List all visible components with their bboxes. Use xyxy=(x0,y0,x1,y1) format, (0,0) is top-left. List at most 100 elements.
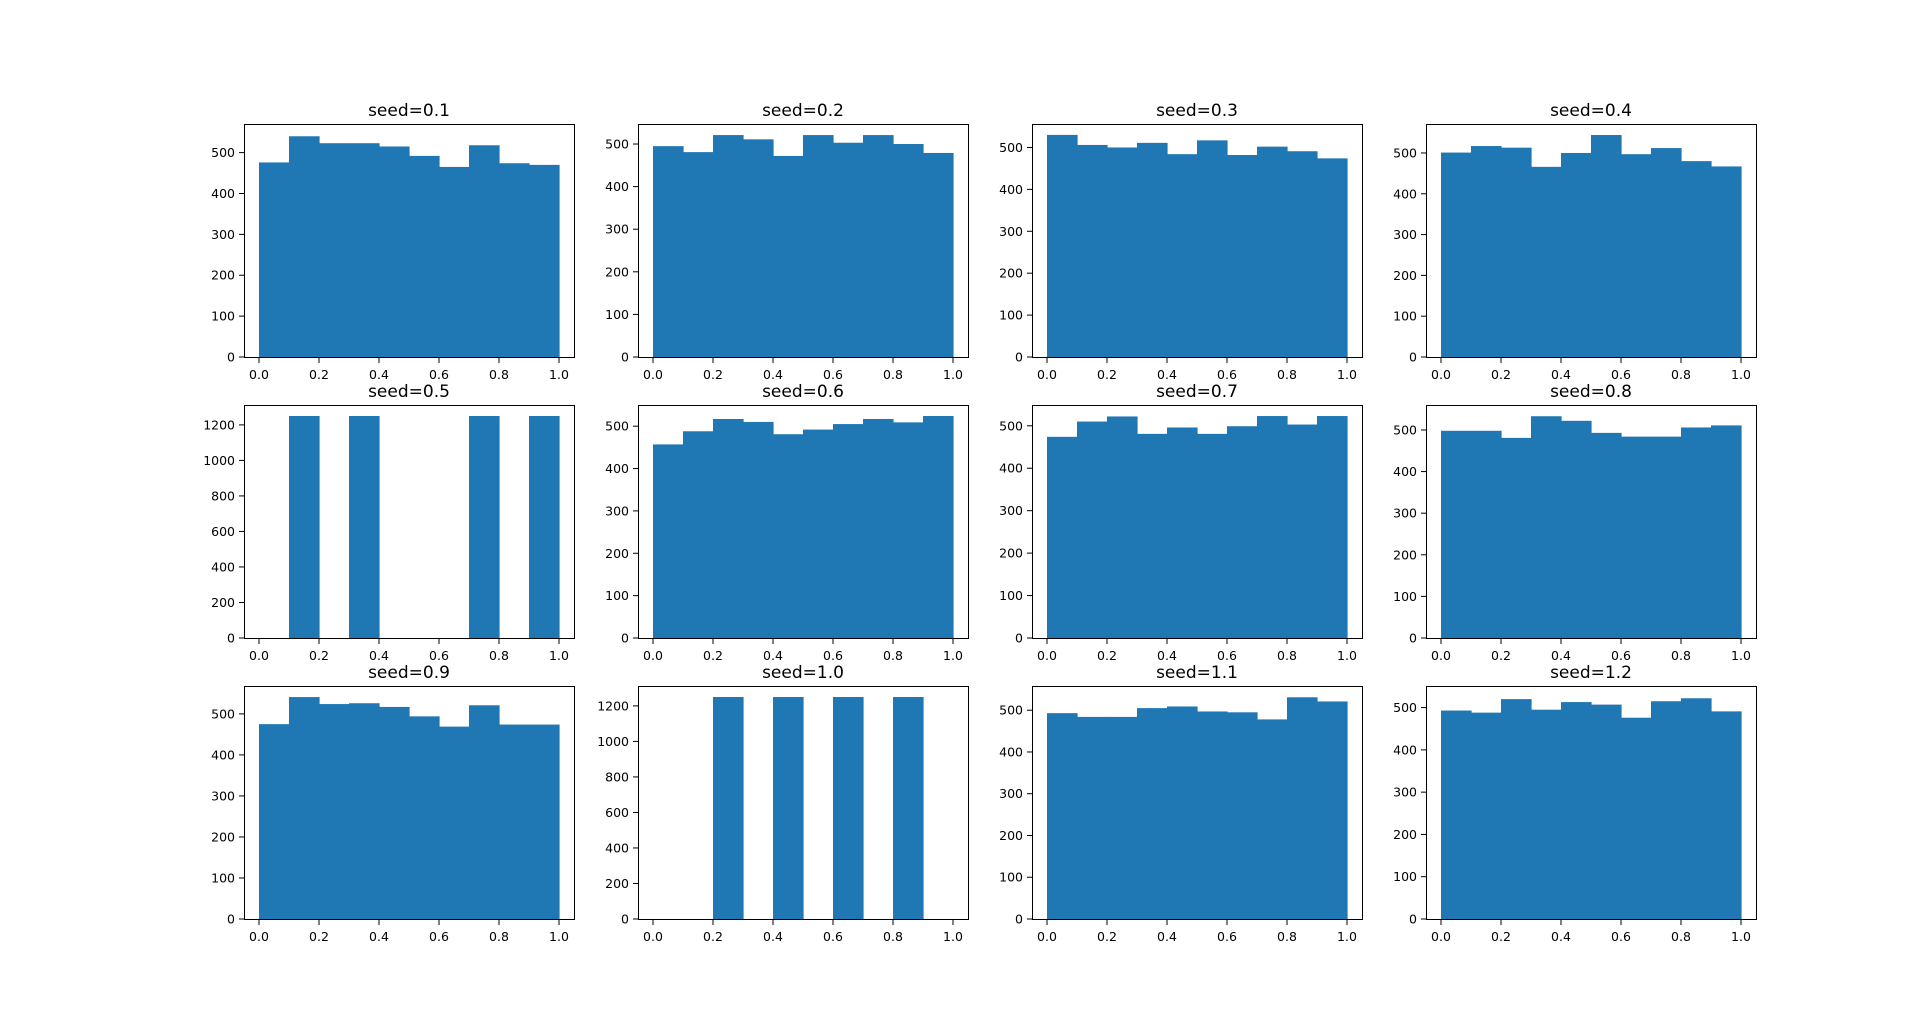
x-tick-label: 0.0 xyxy=(249,929,269,944)
histogram-bar xyxy=(1591,704,1622,919)
subplot-title: seed=0.8 xyxy=(1550,382,1632,402)
y-tick-label: 500 xyxy=(1393,422,1417,437)
y-tick-label: 200 xyxy=(1393,827,1417,842)
x-tick-label: 0.4 xyxy=(763,648,783,663)
y-tick-label: 500 xyxy=(1393,145,1417,160)
x-tick-label: 0.6 xyxy=(1217,367,1237,382)
x-tick-label: 0.0 xyxy=(1037,648,1057,663)
y-tick-label: 200 xyxy=(1393,547,1417,562)
axes-frame xyxy=(1032,686,1363,920)
histogram-bar xyxy=(379,706,410,919)
histogram-bar xyxy=(653,146,684,357)
y-tick-label: 500 xyxy=(999,703,1023,718)
x-tick-label: 0.2 xyxy=(703,367,723,382)
y-tick-label: 100 xyxy=(999,308,1023,323)
y-tick-label: 200 xyxy=(605,546,629,561)
x-tick-label: 1.0 xyxy=(1337,367,1357,382)
histogram-bar xyxy=(1441,430,1472,638)
y-tick-label: 200 xyxy=(211,268,235,283)
x-tick-label: 0.8 xyxy=(1277,367,1297,382)
y-tick-label: 0 xyxy=(1409,912,1417,927)
histogram-bar xyxy=(803,135,834,357)
subplot-title: seed=0.1 xyxy=(368,101,450,121)
histogram-bar xyxy=(803,429,834,638)
x-tick-label: 0.0 xyxy=(249,367,269,382)
histogram-bar xyxy=(893,422,924,638)
histogram-bar xyxy=(1287,697,1318,919)
histogram-bar xyxy=(1227,712,1258,919)
subplot-title: seed=1.0 xyxy=(762,663,844,683)
y-tick-label: 500 xyxy=(211,145,235,160)
y-tick-label: 300 xyxy=(999,224,1023,239)
histogram-bar xyxy=(653,444,684,638)
histogram-bar xyxy=(773,434,804,638)
x-tick-label: 0.2 xyxy=(1097,929,1117,944)
histogram-bar xyxy=(319,704,350,919)
x-tick-label: 0.4 xyxy=(1157,648,1177,663)
x-tick-label: 1.0 xyxy=(549,929,569,944)
y-tick-label: 300 xyxy=(999,503,1023,518)
histogram-bar xyxy=(1317,416,1348,638)
x-tick-label: 1.0 xyxy=(943,367,963,382)
y-tick-label: 100 xyxy=(1393,589,1417,604)
axes-frame xyxy=(638,686,969,920)
y-tick-label: 1000 xyxy=(597,734,629,749)
axes-frame xyxy=(1426,124,1757,358)
x-tick-label: 1.0 xyxy=(1731,648,1751,663)
histogram-panel: 0.0 0.2 0.4 0.6 0.8 1.0 0 200 400 600 800 1000 1200 s… xyxy=(597,663,969,944)
y-tick-label: 200 xyxy=(1393,268,1417,283)
histogram-bar xyxy=(713,418,744,638)
histogram-bar xyxy=(1441,152,1472,357)
x-tick-label: 0.2 xyxy=(1491,367,1511,382)
histogram-bar xyxy=(1077,421,1108,638)
x-tick-label: 0.0 xyxy=(1431,929,1451,944)
x-tick-label: 0.2 xyxy=(703,929,723,944)
x-tick-label: 0.8 xyxy=(1277,648,1297,663)
subplot-title: seed=0.7 xyxy=(1156,382,1238,402)
histogram-bar xyxy=(833,697,864,919)
histogram-bar xyxy=(349,416,380,638)
histogram-bar xyxy=(1501,437,1532,638)
histogram-panel: 0.0 0.2 0.4 0.6 0.8 1.0 0 100 200 300 400 500 seed=0… xyxy=(999,101,1363,382)
histogram-bar xyxy=(1681,698,1712,919)
histogram-bar xyxy=(1167,154,1198,357)
x-tick-label: 0.8 xyxy=(489,367,509,382)
histogram-bar xyxy=(1257,719,1288,919)
x-tick-label: 0.4 xyxy=(369,929,389,944)
y-tick-label: 0 xyxy=(227,350,235,365)
x-tick-label: 0.2 xyxy=(1491,929,1511,944)
y-tick-label: 600 xyxy=(605,805,629,820)
y-tick-label: 300 xyxy=(211,227,235,242)
x-tick-label: 0.6 xyxy=(1217,648,1237,663)
x-tick-label: 0.8 xyxy=(1671,648,1691,663)
y-tick-label: 0 xyxy=(621,912,629,927)
x-tick-label: 0.6 xyxy=(1611,929,1631,944)
histogram-bar xyxy=(499,724,530,919)
histogram-bar xyxy=(1287,151,1318,357)
y-tick-label: 0 xyxy=(227,912,235,927)
histogram-bar xyxy=(349,143,380,357)
y-tick-label: 600 xyxy=(211,524,235,539)
histogram-bar xyxy=(833,142,864,357)
x-tick-label: 1.0 xyxy=(943,929,963,944)
subplot-title: seed=0.2 xyxy=(762,101,844,121)
y-tick-label: 500 xyxy=(1393,700,1417,715)
y-tick-label: 200 xyxy=(999,828,1023,843)
axes-frame xyxy=(638,124,969,358)
y-tick-label: 1200 xyxy=(597,698,629,713)
x-tick-label: 0.0 xyxy=(249,648,269,663)
x-tick-label: 0.6 xyxy=(823,367,843,382)
x-tick-label: 0.0 xyxy=(643,929,663,944)
histogram-bar xyxy=(1107,416,1138,638)
axes-frame xyxy=(244,124,575,358)
y-tick-label: 300 xyxy=(1393,227,1417,242)
subplot-title: seed=1.1 xyxy=(1156,663,1238,683)
x-tick-label: 1.0 xyxy=(549,367,569,382)
x-tick-label: 0.4 xyxy=(1551,929,1571,944)
y-tick-label: 400 xyxy=(605,840,629,855)
y-tick-label: 0 xyxy=(1409,631,1417,646)
x-tick-label: 0.0 xyxy=(643,648,663,663)
y-tick-label: 0 xyxy=(1015,631,1023,646)
y-tick-label: 200 xyxy=(999,546,1023,561)
